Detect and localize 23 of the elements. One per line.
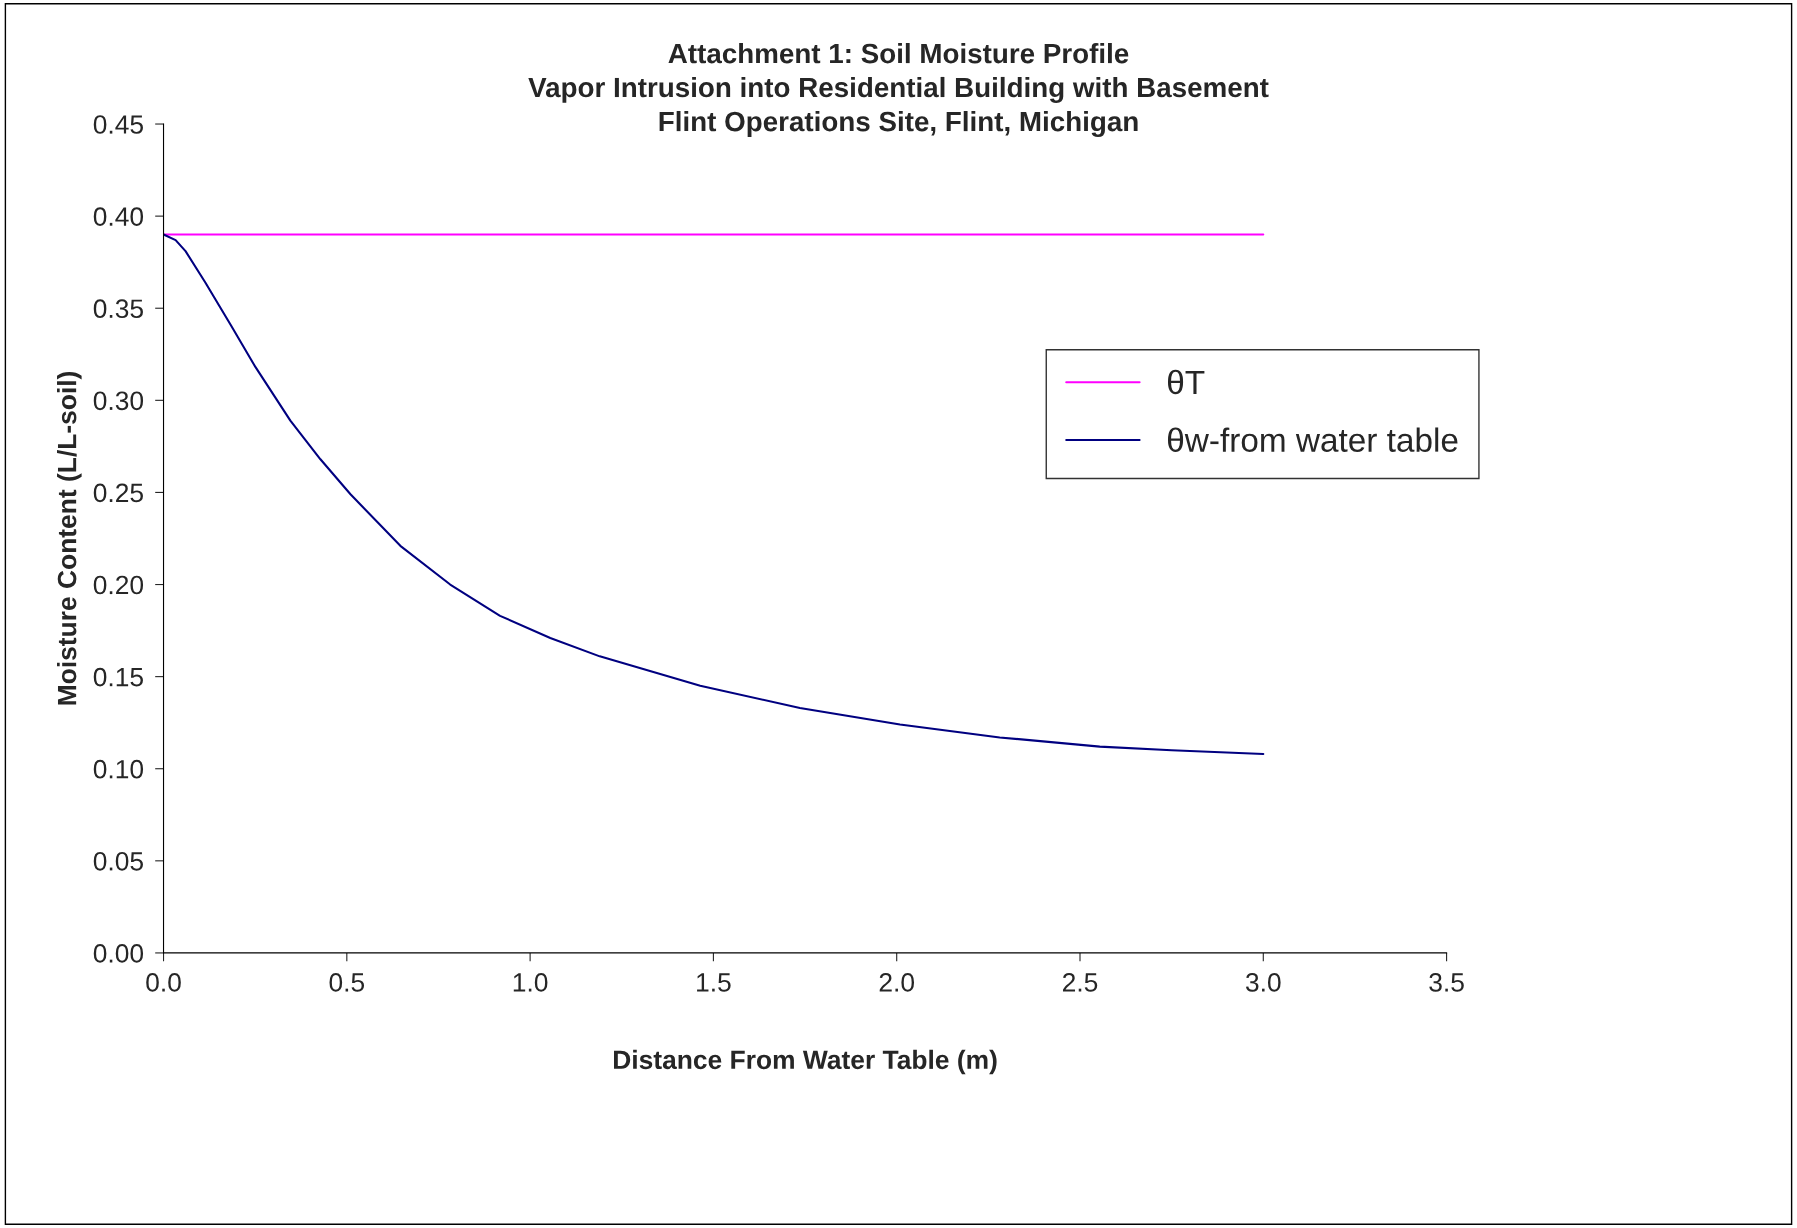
legend-label: θw-from water table	[1167, 427, 1458, 452]
chart-title: Attachment 1: Soil Moisture Profile Vapor Intrusion into Residential Building with Basement Flint Operations Site, Flint, Michigan	[528, 42, 1269, 138]
legend-label: θT	[1167, 369, 1205, 395]
y-tick-label: 0.20	[93, 575, 144, 595]
y-tick-label: 0.15	[93, 667, 143, 687]
y-tick-label: 0.30	[93, 391, 144, 411]
y-tick-label: 0.25	[93, 483, 143, 503]
y-tick-label: 0.05	[93, 851, 143, 871]
x-tick-label: 0.0	[146, 973, 181, 992]
x-tick-label: 3.0	[1245, 973, 1281, 992]
y-axis-title: Moisture Content (L/L-soil)	[57, 371, 82, 705]
x-axis-title: Distance From Water Table (m)	[614, 1049, 997, 1075]
y-tick-label: 0.00	[93, 944, 144, 963]
x-tick-label: 2.5	[1062, 973, 1098, 992]
y-tick-label: 0.45	[93, 115, 143, 134]
x-tick-label: 0.5	[329, 973, 365, 992]
x-tick-label: 1.0	[513, 973, 548, 992]
y-tick-label: 0.40	[93, 207, 144, 226]
x-tick-label: 3.5	[1429, 973, 1464, 992]
y-tick-label: 0.35	[93, 299, 143, 319]
y-tick-label: 0.10	[93, 759, 144, 779]
x-tick-label: 2.0	[879, 973, 915, 992]
x-tick-label: 1.5	[697, 973, 731, 992]
